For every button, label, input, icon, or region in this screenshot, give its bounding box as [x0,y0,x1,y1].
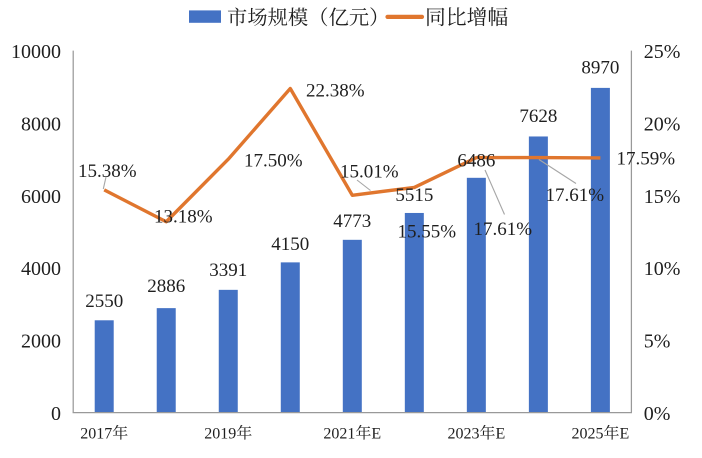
svg-text:15.55%: 15.55% [398,221,457,242]
svg-text:17.61%: 17.61% [474,219,533,240]
svg-text:E: E [495,426,505,443]
svg-text:2021: 2021 [323,426,355,443]
svg-text:E: E [620,426,630,443]
svg-text:13.18%: 13.18% [154,206,213,227]
svg-text:0: 0 [51,403,61,425]
svg-text:10000: 10000 [11,41,61,63]
svg-text:10%: 10% [644,258,681,280]
svg-text:8970: 8970 [581,57,619,78]
svg-text:17.59%: 17.59% [617,148,676,169]
svg-text:4000: 4000 [21,258,61,280]
svg-text:5%: 5% [644,331,671,353]
svg-text:2017: 2017 [80,426,112,443]
svg-text:2000: 2000 [21,331,61,353]
svg-text:5515: 5515 [395,185,433,206]
svg-text:20%: 20% [644,113,681,135]
svg-text:15.38%: 15.38% [78,161,137,182]
svg-text:2886: 2886 [147,276,185,297]
svg-text:4150: 4150 [271,234,309,255]
svg-text:17.61%: 17.61% [546,185,605,206]
svg-text:6486: 6486 [457,150,495,171]
svg-text:8000: 8000 [21,113,61,135]
svg-text:E: E [371,426,381,443]
svg-text:6000: 6000 [21,186,61,208]
svg-text:15.01%: 15.01% [340,161,399,182]
svg-text:2025: 2025 [572,426,604,443]
svg-text:2023: 2023 [447,426,479,443]
svg-text:2019: 2019 [204,426,236,443]
svg-text:4773: 4773 [333,211,371,232]
svg-text:3391: 3391 [209,260,247,281]
svg-text:2550: 2550 [85,291,123,312]
svg-text:0%: 0% [644,403,671,425]
svg-text:7628: 7628 [519,106,557,127]
svg-text:25%: 25% [644,41,681,63]
svg-text:17.50%: 17.50% [244,151,303,172]
svg-text:15%: 15% [644,186,681,208]
svg-text:22.38%: 22.38% [306,80,365,101]
